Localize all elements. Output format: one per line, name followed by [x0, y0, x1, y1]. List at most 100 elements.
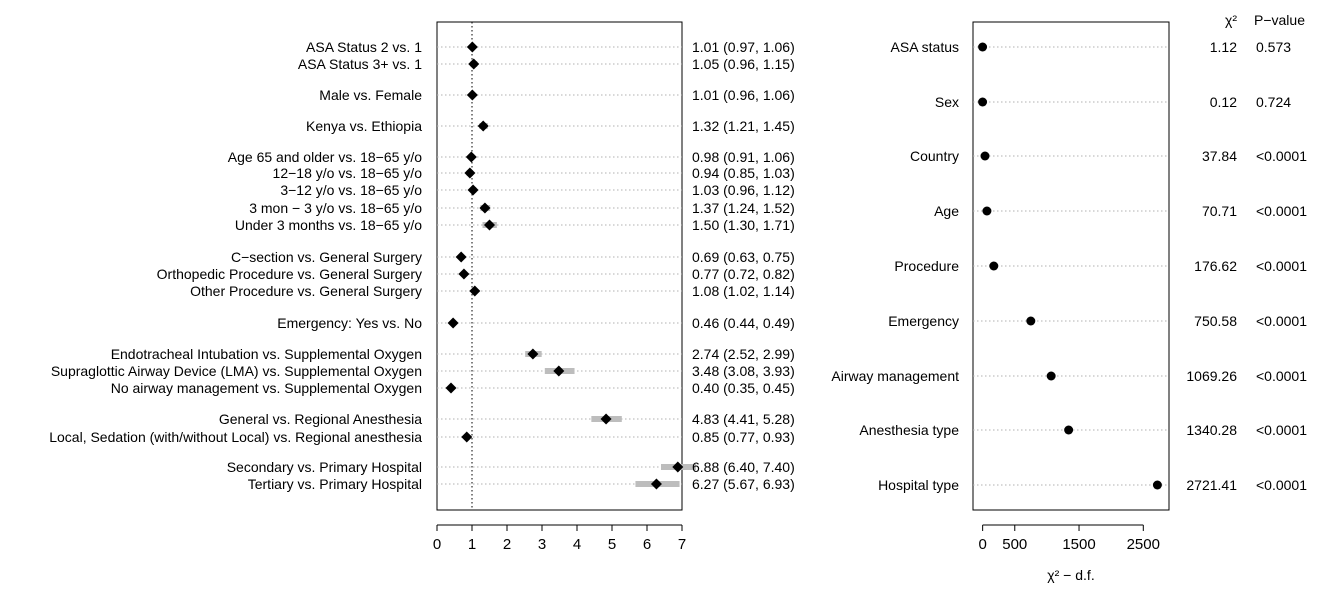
- row-label: Anesthesia type: [859, 422, 959, 438]
- estimate-marker: [466, 89, 478, 101]
- data-point: [980, 151, 990, 161]
- estimate-text: 6.88 (6.40, 7.40): [692, 459, 795, 475]
- estimate-text: 1.01 (0.97, 1.06): [692, 39, 795, 55]
- chi-square-value: 37.84: [1202, 148, 1237, 164]
- p-value: 0.724: [1256, 94, 1291, 110]
- estimate-marker: [600, 413, 612, 425]
- estimate-text: 1.03 (0.96, 1.12): [692, 182, 795, 198]
- row-label: Procedure: [894, 258, 959, 274]
- estimate-marker: [461, 431, 473, 443]
- estimate-text: 1.08 (1.02, 1.14): [692, 283, 795, 299]
- chi-square-value: 2721.41: [1186, 477, 1237, 493]
- x-tick-label: 7: [678, 536, 686, 553]
- x-tick-label: 1: [468, 536, 476, 553]
- estimate-text: 0.46 (0.44, 0.49): [692, 315, 795, 331]
- row-label: 12−18 y/o vs. 18−65 y/o: [273, 165, 423, 181]
- estimate-marker: [484, 219, 495, 231]
- estimate-marker: [458, 268, 470, 280]
- x-tick-label: 4: [573, 536, 581, 553]
- estimate-marker: [445, 382, 457, 394]
- estimate-marker: [455, 251, 467, 263]
- estimate-text: 0.77 (0.72, 0.82): [692, 266, 795, 282]
- estimate-text: 1.01 (0.96, 1.06): [692, 87, 795, 103]
- data-point: [978, 97, 988, 107]
- row-label: Endotracheal Intubation vs. Supplemental…: [111, 346, 422, 362]
- estimate-text: 1.32 (1.21, 1.45): [692, 118, 795, 134]
- row-label: C−section vs. General Surgery: [231, 249, 422, 265]
- p-value: <0.0001: [1256, 203, 1307, 219]
- row-label: 3 mon − 3 y/o vs. 18−65 y/o: [249, 200, 422, 216]
- row-label: General vs. Regional Anesthesia: [219, 411, 422, 427]
- chi-square-value: 750.58: [1194, 313, 1237, 329]
- p-value: <0.0001: [1256, 368, 1307, 384]
- forest-plot: ASA Status 2 vs. 1 1.01 (0.97, 1.06) ASA S…: [49, 21, 795, 553]
- estimate-marker: [650, 478, 662, 490]
- data-point: [1064, 425, 1074, 435]
- chi-square-header: χ²: [1225, 12, 1237, 28]
- x-tick-label: 3: [538, 536, 546, 553]
- p-value: <0.0001: [1256, 313, 1307, 329]
- estimate-text: 1.05 (0.96, 1.15): [692, 56, 795, 72]
- row-label: Age 65 and older vs. 18−65 y/o: [228, 149, 422, 165]
- row-label: Under 3 months vs. 18−65 y/o: [235, 217, 422, 233]
- estimate-marker: [553, 365, 565, 377]
- data-point: [1046, 371, 1056, 381]
- row-label: ASA Status 2 vs. 1: [306, 39, 422, 55]
- estimate-text: 1.50 (1.30, 1.71): [692, 217, 795, 233]
- row-label: Age: [934, 203, 959, 219]
- chi-square-value: 1.12: [1210, 39, 1237, 55]
- estimate-text: 0.94 (0.85, 1.03): [692, 165, 795, 181]
- estimate-text: 0.85 (0.77, 0.93): [692, 429, 795, 445]
- row-label: Sex: [935, 94, 959, 110]
- row-label: Country: [910, 148, 959, 164]
- x-tick-label: 6: [643, 536, 651, 553]
- row-label: Emergency: Yes vs. No: [277, 315, 422, 331]
- row-label: ASA status: [891, 39, 959, 55]
- p-value: <0.0001: [1256, 258, 1307, 274]
- row-label: Hospital type: [878, 477, 959, 493]
- estimate-marker: [465, 151, 477, 163]
- x-tick-label: 1500: [1062, 536, 1095, 553]
- row-label: No airway management vs. Supplemental Ox…: [111, 380, 422, 396]
- x-tick-label: 0: [978, 536, 986, 553]
- x-axis-label: χ² − d.f.: [1047, 567, 1094, 583]
- forest-plot-frame: [436, 21, 683, 511]
- row-label: Emergency: [888, 313, 959, 329]
- estimate-marker: [468, 58, 480, 70]
- chi-square-value: 176.62: [1194, 258, 1237, 274]
- estimate-marker: [466, 41, 478, 53]
- data-point: [1152, 480, 1162, 490]
- data-point: [978, 42, 988, 52]
- row-label: Orthopedic Procedure vs. General Surgery: [157, 266, 422, 282]
- x-tick-label: 2: [503, 536, 511, 553]
- row-label: Other Procedure vs. General Surgery: [190, 283, 422, 299]
- chi-square-value: 0.12: [1210, 94, 1237, 110]
- data-point: [982, 206, 992, 216]
- row-label: Kenya vs. Ethiopia: [306, 118, 422, 134]
- row-label: Airway management: [831, 368, 959, 384]
- estimate-marker: [464, 167, 476, 179]
- data-point: [1026, 316, 1036, 326]
- estimate-marker: [467, 184, 479, 196]
- row-label: 3−12 y/o vs. 18−65 y/o: [280, 182, 422, 198]
- row-label: ASA Status 3+ vs. 1: [298, 56, 422, 72]
- x-tick-label: 500: [1002, 536, 1027, 553]
- p-value: <0.0001: [1256, 477, 1307, 493]
- row-label: Tertiary vs. Primary Hospital: [248, 476, 422, 492]
- estimate-text: 0.40 (0.35, 0.45): [692, 380, 795, 396]
- x-tick-label: 2500: [1127, 536, 1160, 553]
- row-label: Local, Sedation (with/without Local) vs.…: [49, 429, 422, 445]
- p-value: <0.0001: [1256, 148, 1307, 164]
- estimate-marker: [469, 285, 481, 297]
- estimate-marker: [477, 120, 489, 132]
- row-label: Supraglottic Airway Device (LMA) vs. Sup…: [51, 363, 422, 379]
- p-value: 0.573: [1256, 39, 1291, 55]
- estimate-marker: [527, 348, 539, 360]
- estimate-marker: [479, 202, 491, 214]
- x-tick-label: 5: [608, 536, 616, 553]
- chi-square-value: 1069.26: [1186, 368, 1237, 384]
- estimate-text: 0.69 (0.63, 0.75): [692, 249, 795, 265]
- estimate-text: 4.83 (4.41, 5.28): [692, 411, 795, 427]
- estimate-text: 0.98 (0.91, 1.06): [692, 149, 795, 165]
